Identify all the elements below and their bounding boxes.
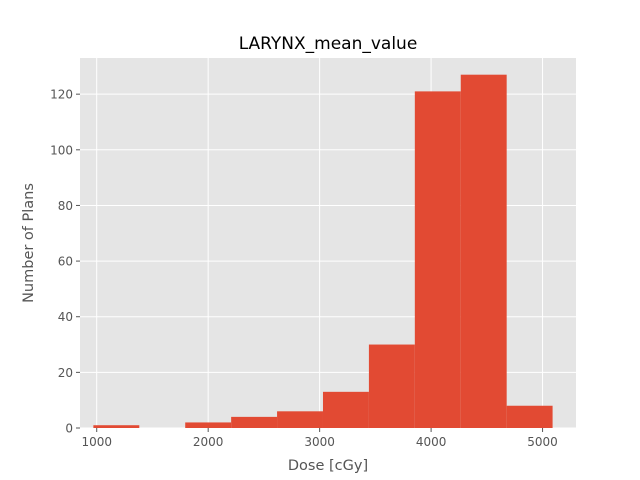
x-axis-label: Dose [cGy]	[288, 458, 368, 474]
x-tick-label: 2000	[193, 435, 224, 449]
y-tick-label: 100	[50, 143, 73, 157]
histogram-bar	[460, 74, 507, 429]
histogram-bar	[93, 425, 140, 428]
y-axis-label: Number of Plans	[21, 183, 37, 303]
y-axis-ticks: 0 20 40 60 80 100 120	[50, 88, 80, 436]
x-tick-label: 5000	[527, 435, 558, 449]
x-tick-label: 1000	[81, 435, 112, 449]
y-tick-label: 120	[50, 88, 73, 102]
y-tick-label: 60	[58, 255, 73, 269]
x-tick-label: 3000	[304, 435, 335, 449]
chart-title: LARYNX_mean_value	[239, 34, 418, 54]
histogram-bar	[506, 405, 553, 428]
y-tick-label: 20	[58, 366, 73, 380]
histogram-bar	[185, 422, 232, 428]
histogram-bar	[322, 391, 369, 428]
x-tick-label: 4000	[416, 435, 447, 449]
histogram-bar	[231, 416, 278, 428]
histogram-bars	[93, 74, 553, 429]
y-tick-label: 40	[58, 310, 73, 324]
histogram-bar	[368, 344, 415, 428]
histogram-bar	[414, 91, 461, 429]
x-axis-ticks: 1000 2000 3000 4000 5000	[81, 428, 558, 449]
y-tick-label: 80	[58, 199, 73, 213]
y-tick-label: 0	[65, 422, 73, 436]
histogram-bar	[277, 411, 323, 428]
